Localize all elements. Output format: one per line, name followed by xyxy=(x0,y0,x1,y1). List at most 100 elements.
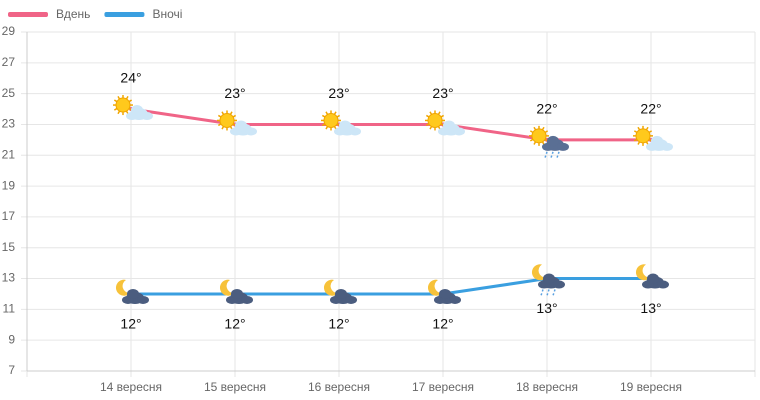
icon-ray xyxy=(533,126,537,131)
weather-icon xyxy=(323,279,357,304)
icon-ray xyxy=(128,99,133,103)
icon-ray xyxy=(217,114,222,118)
icon-cloud xyxy=(349,127,361,136)
icon-cloud xyxy=(449,295,461,304)
icon-ray xyxy=(648,130,653,134)
y-tick-label: 25 xyxy=(2,86,16,100)
icon-ray xyxy=(544,130,549,134)
value-label: 23° xyxy=(224,85,245,101)
icon-ray xyxy=(221,111,225,115)
y-tick-label: 13 xyxy=(2,271,16,285)
weather-icon xyxy=(531,264,565,296)
legend-swatch xyxy=(104,12,145,17)
icon-ray xyxy=(117,96,121,100)
y-tick-label: 23 xyxy=(2,117,16,131)
icon-moon xyxy=(115,279,130,296)
icon-ray xyxy=(437,111,441,115)
icon-ray xyxy=(113,99,118,103)
icon-moon xyxy=(531,264,546,281)
x-tick-label: 15 вересня xyxy=(204,380,266,394)
icon-ray xyxy=(229,111,233,115)
icon-cloud xyxy=(543,273,555,284)
icon-cloud xyxy=(439,288,451,299)
icon-ray xyxy=(429,111,433,115)
icon-cloud xyxy=(241,295,253,304)
value-label: 22° xyxy=(640,101,661,117)
y-tick-label: 11 xyxy=(3,302,16,316)
y-tick-label: 19 xyxy=(2,178,16,192)
icon-cloud xyxy=(335,288,347,299)
x-tick-label: 17 вересня xyxy=(412,380,474,394)
icon-sun xyxy=(427,112,443,128)
icon-moon xyxy=(219,279,234,296)
legend-label: Вдень xyxy=(56,7,90,21)
icon-ray xyxy=(633,138,638,142)
icon-rain xyxy=(540,289,544,296)
x-tick-label: 18 вересня xyxy=(516,380,578,394)
y-tick-label: 27 xyxy=(2,55,16,69)
icon-moon xyxy=(427,279,442,296)
weather-icon xyxy=(635,264,669,289)
icon-sun xyxy=(531,128,547,144)
icon-cloud xyxy=(137,295,149,304)
series-line xyxy=(130,107,651,142)
value-label: 24° xyxy=(120,70,141,86)
icon-rain xyxy=(544,151,548,159)
icon-sun xyxy=(635,128,651,144)
icon-ray xyxy=(645,126,649,131)
icon-cloud xyxy=(339,120,351,131)
icon-rain xyxy=(552,289,556,296)
icon-cloud xyxy=(127,288,139,299)
value-label: 13° xyxy=(536,300,557,316)
x-tick-label: 14 вересня xyxy=(100,380,162,394)
weather-icon xyxy=(321,110,361,136)
value-label: 13° xyxy=(640,300,661,316)
icon-ray xyxy=(637,141,641,145)
y-tick-label: 9 xyxy=(8,332,15,346)
y-tick-label: 15 xyxy=(2,240,16,254)
y-tick-label: 21 xyxy=(2,147,16,161)
icon-rain xyxy=(550,151,554,159)
weather-icon xyxy=(113,95,153,121)
weather-icon xyxy=(219,279,253,304)
icon-cloud xyxy=(647,273,659,284)
icon-rain xyxy=(556,151,560,159)
value-label: 23° xyxy=(328,85,349,101)
y-tick-label: 17 xyxy=(2,209,16,223)
icon-ray xyxy=(533,141,537,145)
y-tick-label: 29 xyxy=(2,24,16,38)
x-tick-label: 16 вересня xyxy=(308,380,370,394)
icon-sun xyxy=(115,97,131,113)
icon-ray xyxy=(325,126,329,130)
icon-ray xyxy=(633,130,638,134)
legend-swatch xyxy=(8,12,48,17)
icon-cloud xyxy=(657,280,669,289)
weather-icon xyxy=(529,125,569,159)
icon-cloud xyxy=(553,280,565,289)
value-label: 12° xyxy=(328,316,349,332)
icon-cloud xyxy=(651,135,663,146)
icon-cloud xyxy=(661,142,673,151)
icon-ray xyxy=(221,126,225,130)
legend-label: Вночі xyxy=(152,7,182,21)
icon-cloud xyxy=(131,105,143,116)
icon-cloud xyxy=(443,120,455,131)
icon-ray xyxy=(637,126,641,131)
icon-ray xyxy=(113,107,118,111)
icon-ray xyxy=(117,110,121,115)
value-label: 23° xyxy=(432,85,453,101)
icon-ray xyxy=(333,111,337,115)
icon-ray xyxy=(429,126,433,130)
icon-ray xyxy=(125,96,129,100)
icon-cloud xyxy=(235,120,247,131)
value-label: 22° xyxy=(536,101,557,117)
icon-sun xyxy=(323,112,339,128)
y-tick-label: 7 xyxy=(8,363,15,377)
icon-cloud xyxy=(231,288,243,299)
icon-cloud xyxy=(245,127,257,136)
icon-rain xyxy=(546,289,550,296)
value-label: 12° xyxy=(432,316,453,332)
icon-sun xyxy=(219,112,235,128)
icon-cloud xyxy=(557,142,569,151)
